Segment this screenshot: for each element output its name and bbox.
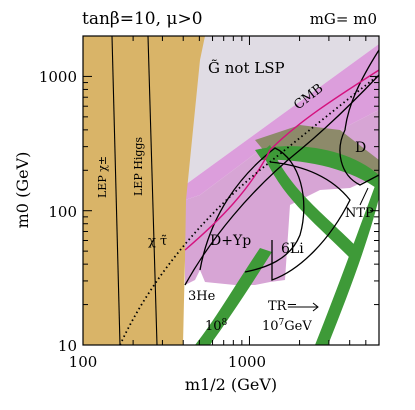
chart-title: tanβ=10, μ>0: [82, 9, 203, 29]
y-tick-1000: 1000: [39, 68, 77, 86]
lep-higgs-line: [147, 36, 158, 345]
tr-arrow: [293, 302, 319, 312]
label-gravitino-not-lsp: G̃ not LSP: [208, 59, 285, 77]
axis-ticks: [82, 35, 380, 346]
label-tr: TR=: [268, 299, 297, 314]
y-tick-10: 10: [58, 337, 77, 355]
label-lep-higgs: LEP Higgs: [132, 137, 145, 196]
lep-chargino-line: [111, 36, 121, 345]
x-tick-100: 100: [69, 353, 98, 371]
label-6li: 6Li: [281, 241, 304, 257]
contour-6li: [269, 161, 351, 281]
plot-frame: [82, 35, 380, 346]
contour-d-yp: [199, 147, 305, 273]
label-3he: 3He: [188, 289, 216, 304]
label-tr-1e7: 107GeV: [262, 318, 312, 334]
region-gravitino-not-lsp: [185, 36, 379, 185]
label-tr-1e8: 108: [205, 318, 228, 334]
region-olive-band: [255, 125, 379, 182]
green-band-mid: [262, 145, 360, 258]
region-cmb: [185, 44, 379, 200]
ntp-arrow: [359, 187, 369, 206]
green-band-lower-right: [315, 175, 379, 345]
label-d: D: [355, 140, 366, 156]
contour-d: [339, 49, 379, 186]
label-lep-chargino: LEP χ±: [96, 156, 109, 198]
contour-3he: [184, 74, 379, 286]
green-band-upper: [255, 146, 379, 190]
y-tick-100: 100: [48, 203, 77, 221]
chart-subtitle: mG= m0: [310, 10, 377, 28]
label-ntp: NTP: [345, 206, 374, 221]
y-axis-label: m0 (GeV): [13, 152, 32, 229]
x-axis-label: m1/2 (GeV): [185, 375, 277, 394]
label-chi-stau: χ τ̃: [148, 234, 167, 249]
magenta-boundary: [184, 69, 379, 251]
x-tick-1000: 1000: [228, 353, 266, 371]
label-d-yp: D+Yp: [210, 233, 251, 249]
green-band-lower-left: [195, 248, 272, 345]
